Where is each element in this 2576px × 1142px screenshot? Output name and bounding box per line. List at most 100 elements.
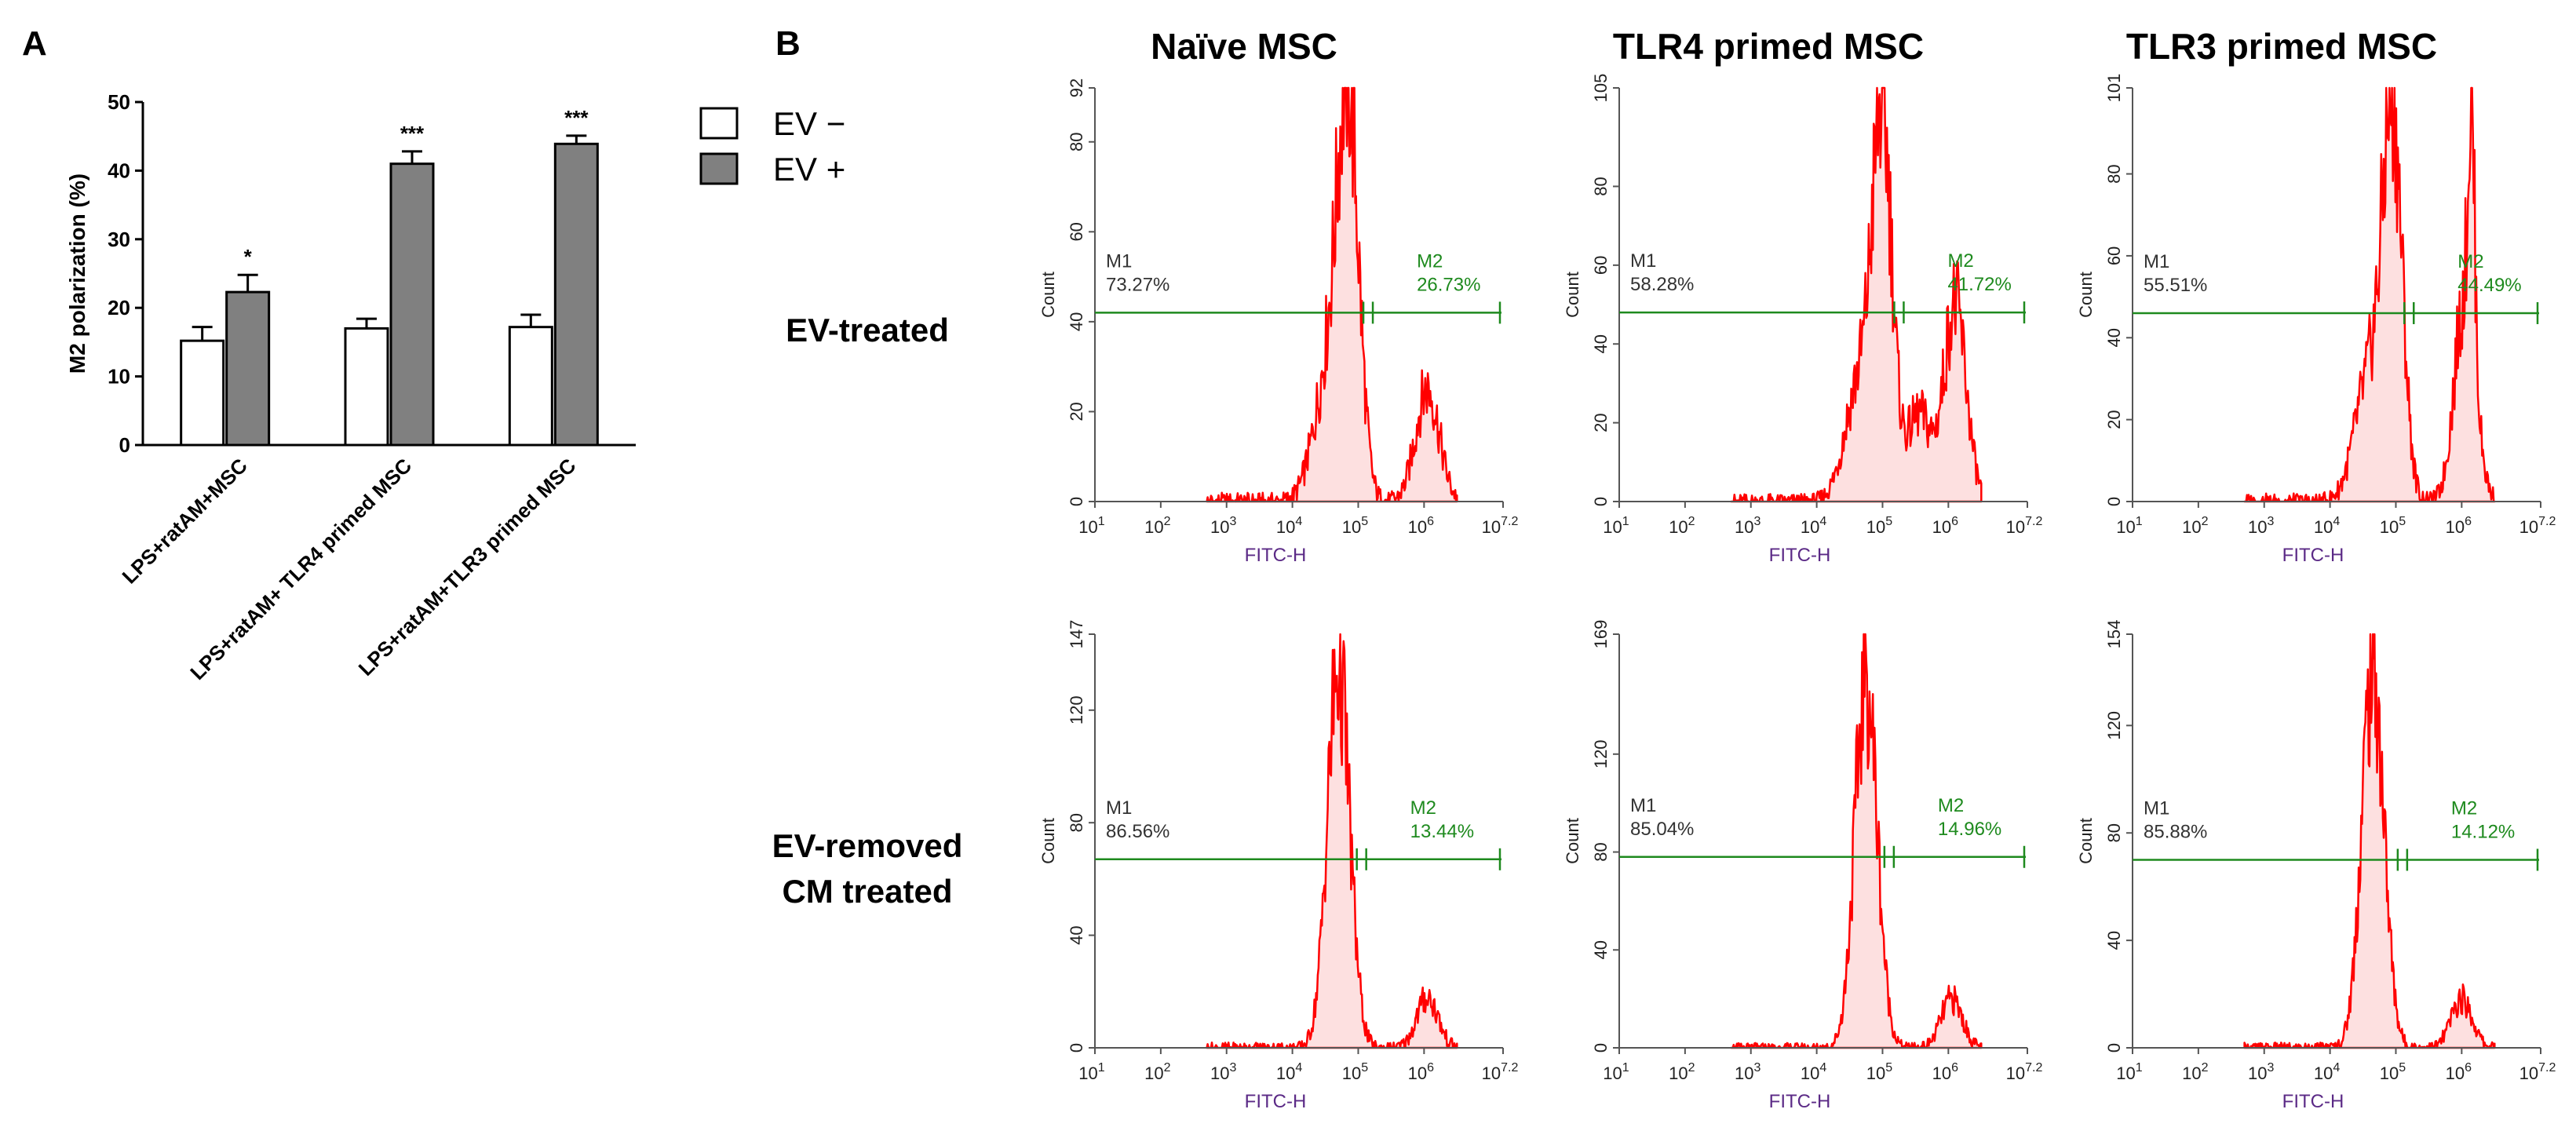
x-tick-exponent: 4 xyxy=(1295,1061,1302,1075)
gate-percent-m1: 58.28% xyxy=(1630,274,1694,295)
column-title: Naïve MSC xyxy=(1151,26,1337,67)
bar-ev-plus xyxy=(225,290,271,447)
x-tick-base: 10 xyxy=(1342,517,1361,537)
y-tick-label: 0 xyxy=(1067,497,1086,506)
x-tick-label: 104 xyxy=(2314,1061,2340,1083)
x-tick-label: 107.2 xyxy=(2519,515,2556,537)
gate-percent-m1: 55.51% xyxy=(2144,275,2207,296)
gate-percent-m2: 14.12% xyxy=(2451,821,2515,842)
legend-swatch-ev-minus xyxy=(699,107,739,140)
gate-percent-m2: 26.73% xyxy=(1417,274,1480,295)
x-tick-base: 10 xyxy=(2116,517,2135,537)
x-tick-exponent: 7.2 xyxy=(2538,1061,2556,1075)
x-tick-base: 10 xyxy=(1210,1064,1229,1083)
x-tick-base: 10 xyxy=(2006,1064,2025,1083)
x-tick-base: 10 xyxy=(1342,1064,1361,1083)
panel-label-a: A xyxy=(22,24,47,63)
gate-label-m1: M1 xyxy=(2144,797,2169,819)
legend-label: EV − xyxy=(773,105,845,142)
x-tick-label: 105 xyxy=(2380,515,2406,537)
x-tick-exponent: 5 xyxy=(1885,515,1892,528)
y-tick-label: 105 xyxy=(1591,74,1611,103)
x-tick-label: 106 xyxy=(2446,1061,2472,1083)
y-tick-label: 0 xyxy=(2104,497,2124,506)
x-tick-label: 104 xyxy=(1801,515,1826,537)
x-tick-exponent: 6 xyxy=(1951,515,1958,528)
y-tick-label: 0 xyxy=(2104,1043,2124,1053)
x-axis-title: FITC-H xyxy=(1245,545,1307,566)
legend-label: EV + xyxy=(773,151,845,188)
gate-label-m1: M1 xyxy=(1106,797,1132,819)
y-tick-label: 40 xyxy=(1591,334,1611,353)
x-tick-label: 101 xyxy=(2116,1061,2142,1083)
x-tick-base: 10 xyxy=(1482,517,1501,537)
x-tick-exponent: 1 xyxy=(2136,515,2143,528)
bar-ev-minus xyxy=(344,327,389,447)
x-tick-base: 10 xyxy=(2314,1064,2333,1083)
x-tick-exponent: 6 xyxy=(1427,1061,1434,1075)
x-tick-exponent: 2 xyxy=(2202,515,2209,528)
bar-ev-plus xyxy=(389,162,435,447)
x-tick-label: 107.2 xyxy=(2006,1061,2043,1083)
bar-ev-minus xyxy=(508,326,553,447)
y-tick-label: 20 xyxy=(108,296,130,319)
x-tick-label: 103 xyxy=(1210,1061,1236,1083)
x-tick-label: 103 xyxy=(1210,515,1236,537)
gate-percent-m2: 13.44% xyxy=(1410,821,1474,842)
bar-ev-plus xyxy=(553,142,599,447)
x-axis-title: FITC-H xyxy=(2282,545,2344,566)
y-tick-label: 40 xyxy=(1067,925,1086,944)
gate-percent-m2: 44.49% xyxy=(2457,275,2521,296)
x-tick-label: 102 xyxy=(1144,1061,1170,1083)
x-tick-base: 10 xyxy=(1669,1064,1688,1083)
y-tick-label: 20 xyxy=(1067,402,1086,421)
y-tick-label: 40 xyxy=(1067,312,1086,331)
x-tick-exponent: 2 xyxy=(1164,515,1171,528)
bar-chart: 0 10 20 30 40 50 M2 polarization (%) * LPS+ratAM… xyxy=(65,90,636,684)
x-tick-base: 10 xyxy=(2519,1064,2538,1083)
y-tick-label: 40 xyxy=(1591,940,1611,959)
x-tick-exponent: 2 xyxy=(1688,1061,1695,1075)
gate-label-m2: M2 xyxy=(1410,797,1436,819)
x-tick-label: 105 xyxy=(2380,1061,2406,1083)
x-tick-exponent: 1 xyxy=(1098,515,1105,528)
x-tick-base: 10 xyxy=(2248,517,2267,537)
x-tick-base: 10 xyxy=(1276,517,1295,537)
x-tick-label: 103 xyxy=(1735,515,1761,537)
x-tick-label: 104 xyxy=(1276,515,1302,537)
gate-percent-m1: 85.88% xyxy=(2144,821,2207,842)
x-tick-label: 102 xyxy=(1144,515,1170,537)
x-tick-base: 10 xyxy=(1932,517,1951,537)
x-tick-exponent: 1 xyxy=(2136,1061,2143,1075)
x-tick-exponent: 3 xyxy=(1230,515,1237,528)
bar-legend: EV − EV + xyxy=(699,105,845,188)
x-tick-base: 10 xyxy=(1669,517,1688,537)
y-tick-label: 60 xyxy=(1067,222,1086,241)
column-title: TLR4 primed MSC xyxy=(1613,26,1924,67)
x-tick-base: 10 xyxy=(1735,517,1753,537)
x-tick-label: 106 xyxy=(1408,1061,1434,1083)
y-axis-title: Count xyxy=(1563,272,1582,318)
x-tick-label: 107.2 xyxy=(2006,515,2043,537)
y-tick-label: 20 xyxy=(1591,413,1611,432)
x-tick-label: 106 xyxy=(1408,515,1434,537)
x-tick-label: 101 xyxy=(1603,515,1629,537)
x-tick-exponent: 6 xyxy=(1427,515,1434,528)
row-label: EV-removed xyxy=(772,827,963,864)
y-tick-label: 120 xyxy=(2104,711,2124,740)
x-tick-label: 105 xyxy=(1342,515,1368,537)
y-axis-title: Count xyxy=(1038,272,1058,318)
panel-label-b: B xyxy=(775,24,801,63)
x-tick-base: 10 xyxy=(2006,517,2025,537)
x-tick-base: 10 xyxy=(1408,517,1427,537)
significance-marker: *** xyxy=(400,122,425,145)
x-tick-exponent: 5 xyxy=(1885,1061,1892,1075)
x-tick-exponent: 6 xyxy=(1951,1061,1958,1075)
x-tick-label: 104 xyxy=(1801,1061,1826,1083)
y-axis-title: Count xyxy=(2076,818,2096,864)
